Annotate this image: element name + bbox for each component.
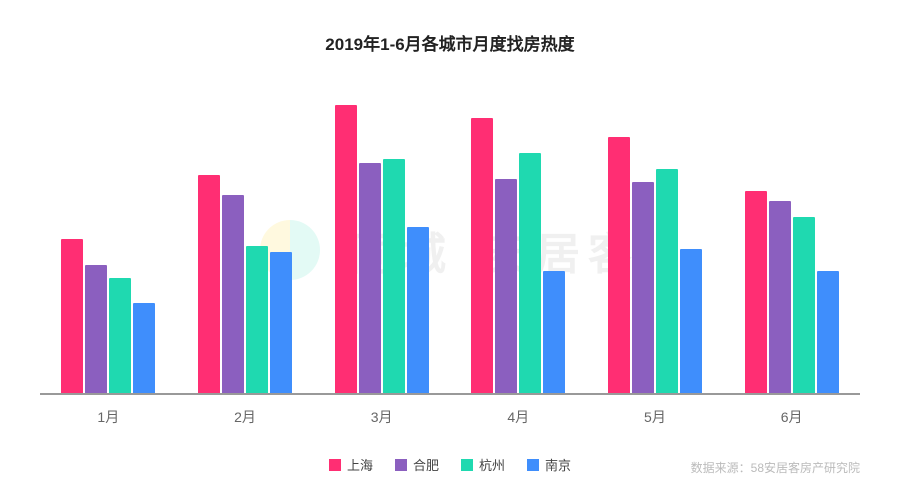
bar [359,163,381,393]
x-axis-labels: 1月 2月 3月 4月 5月 6月 [40,407,860,427]
bar [198,175,220,393]
x-axis-label: 1月 [60,407,156,427]
bar [793,217,815,393]
legend-swatch-icon [329,459,341,471]
bar-group [198,73,292,393]
bar-group [471,73,565,393]
bar [85,265,107,393]
bar [383,159,405,393]
x-axis-label: 2月 [197,407,293,427]
bar [745,191,767,393]
data-source-label: 数据来源：58安居客房产研究院 [691,459,860,476]
bar-group [608,73,702,393]
legend-item: 南京 [527,455,571,474]
x-axis-label: 3月 [334,407,430,427]
bar [608,137,630,393]
bar-group [61,73,155,393]
bar [471,118,493,393]
bar [270,252,292,393]
x-axis-label: 5月 [607,407,703,427]
bar [407,227,429,393]
bar [656,169,678,393]
x-axis-baseline [40,393,860,395]
legend-label: 杭州 [479,455,505,474]
x-axis-label: 6月 [744,407,840,427]
chart-container: 2019年1-6月各城市月度找房热度 同城 安居客 1月2月3月4月5月6月 上… [0,0,900,500]
bar [222,195,244,393]
bar [495,179,517,393]
legend-label: 合肥 [413,455,439,474]
bar [61,239,83,393]
bar [246,246,268,393]
bar-group [335,73,429,393]
chart-title: 2019年1-6月各城市月度找房热度 [40,30,860,55]
legend-swatch-icon [461,459,473,471]
legend-swatch-icon [527,459,539,471]
bar [769,201,791,393]
legend-swatch-icon [395,459,407,471]
legend-label: 南京 [545,455,571,474]
bar [133,303,155,393]
bar-groups [40,73,860,393]
legend-label: 上海 [347,455,373,474]
bar [519,153,541,393]
bar [817,271,839,393]
bar [632,182,654,393]
bar [109,278,131,393]
bar [680,249,702,393]
bar [543,271,565,393]
legend-item: 合肥 [395,455,439,474]
bar [335,105,357,393]
legend-item: 上海 [329,455,373,474]
legend-item: 杭州 [461,455,505,474]
plot-area [40,75,860,395]
x-axis-label: 4月 [470,407,566,427]
bar-group [745,73,839,393]
